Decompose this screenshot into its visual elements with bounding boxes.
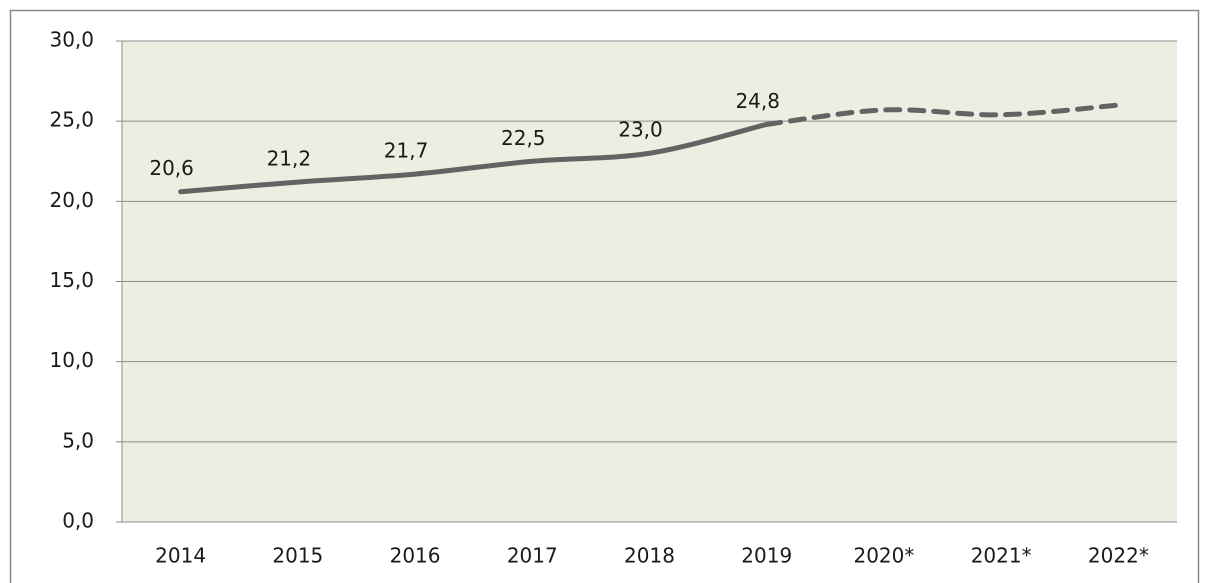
x-tick-label: 2022* <box>1088 544 1149 568</box>
x-tick-label: 2015 <box>272 544 323 568</box>
y-tick-label: 30,0 <box>49 28 94 52</box>
data-label: 22,5 <box>501 126 546 150</box>
data-label: 23,0 <box>618 118 663 142</box>
x-tick-label: 2018 <box>624 544 675 568</box>
y-tick-label: 10,0 <box>49 348 94 372</box>
data-label: 21,2 <box>267 147 312 171</box>
x-tick-label: 2017 <box>507 544 558 568</box>
y-tick-label: 25,0 <box>49 108 94 132</box>
x-tick-label: 2021* <box>971 544 1032 568</box>
x-tick-label: 2020* <box>853 544 914 568</box>
y-tick-label: 15,0 <box>49 268 94 292</box>
data-line <box>178 121 770 195</box>
data-label: 21,7 <box>384 139 429 163</box>
data-label: 24,8 <box>735 89 780 113</box>
y-tick-label: 0,0 <box>62 509 94 533</box>
y-tick-label: 20,0 <box>49 188 94 212</box>
forecast-line <box>764 102 1121 127</box>
x-tick-label: 2019 <box>741 544 792 568</box>
x-tick-label: 2016 <box>390 544 441 568</box>
data-label: 20,6 <box>149 156 194 180</box>
x-tick-label: 2014 <box>155 544 206 568</box>
y-tick-label: 5,0 <box>62 428 94 452</box>
